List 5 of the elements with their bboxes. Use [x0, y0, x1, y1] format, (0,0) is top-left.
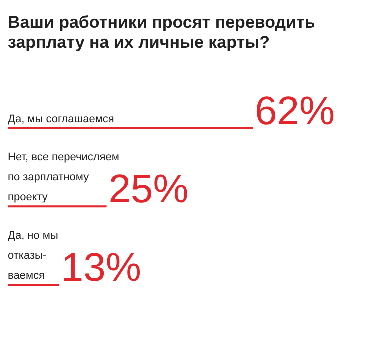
data-label: 13% — [61, 246, 142, 290]
y-tick-label: Да, мы соглашаемся — [8, 113, 114, 126]
data-label: 62% — [255, 89, 336, 134]
y-tick-label: Да, но мы отказы- ваемся — [8, 230, 58, 282]
chart-title: Ваши работники просят переводить зарплату на их личные карты? — [8, 13, 316, 52]
